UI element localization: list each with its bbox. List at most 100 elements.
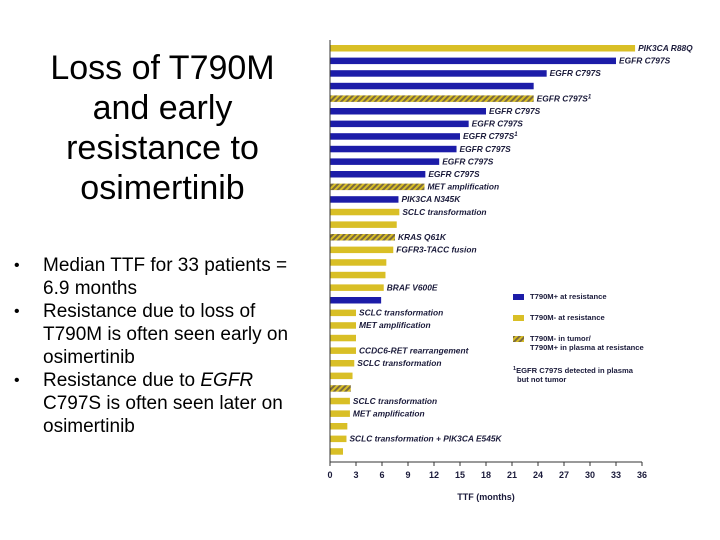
ttf-bar-chart: PIK3CA R88Q EGFR C797S EGFR C797S EGFR C797…	[327, 40, 693, 502]
bar-label: PIK3CA R88Q	[638, 43, 693, 53]
bar-label: EGFR C797S	[489, 106, 541, 116]
bar	[330, 183, 425, 191]
bar-label: EGFR C797S	[442, 156, 494, 166]
bar	[330, 410, 350, 417]
bar-label: EGFR C797S	[428, 169, 480, 179]
bar-label: EGFR C797S	[460, 144, 512, 154]
bar-label: SCLC transformation	[353, 396, 437, 406]
bar	[330, 435, 347, 443]
bar	[330, 297, 382, 304]
x-tick-label: 18	[481, 470, 491, 480]
bar	[330, 208, 400, 216]
bar	[330, 95, 534, 102]
bar-label: EGFR C797S1	[537, 93, 592, 103]
bar	[330, 108, 486, 115]
bar	[330, 360, 355, 367]
bars-layer: PIK3CA R88Q EGFR C797S EGFR C797S EGFR C797…	[330, 43, 693, 455]
x-tick-label: 3	[353, 470, 358, 480]
slide-title: Loss of T790M and early resistance to os…	[20, 48, 305, 208]
bar-label: MET amplification	[359, 320, 431, 330]
bar-label: BRAF V600E	[387, 282, 438, 292]
x-tick-label: 9	[405, 470, 410, 480]
bar	[330, 271, 386, 279]
bar-label: SCLC transformation + PIK3CA E545K	[349, 434, 502, 444]
bar-label: SCLC transformation	[357, 358, 441, 368]
bullet-item: • Resistance due to loss of T790M is ofte…	[14, 300, 304, 369]
bar-label: EGFR C797S	[619, 56, 671, 66]
x-tick-label: 24	[533, 470, 543, 480]
bar	[330, 133, 460, 140]
bullet-text: EGFR	[200, 370, 254, 391]
footnote-marker: 1	[588, 94, 592, 100]
bullet-dot-icon: •	[14, 257, 20, 274]
bar-label: SCLC transformation	[359, 308, 443, 318]
bar	[330, 145, 457, 153]
bar	[330, 234, 395, 241]
bar	[330, 246, 394, 254]
bar	[330, 372, 353, 380]
x-tick-label: 33	[611, 470, 621, 480]
legend-swatch	[513, 315, 524, 321]
legend: T790M+ at resistance T790M- at resistance…	[513, 292, 644, 384]
bar-label: PIK3CA N345K	[401, 194, 461, 204]
bar-label: EGFR C797S	[550, 68, 602, 78]
bar-label: EGFR C797S1	[463, 131, 518, 141]
bar	[330, 57, 616, 65]
bar	[330, 309, 356, 317]
bullet-item: • Resistance due to EGFR C797S is often s…	[14, 369, 304, 438]
bar	[330, 171, 426, 178]
bar	[330, 221, 397, 228]
title-line: resistance to	[66, 129, 259, 167]
legend-swatch	[513, 336, 524, 342]
x-tick-label: 6	[379, 470, 384, 480]
title-line: osimertinib	[80, 169, 245, 207]
bullet-item: • Median TTF for 33 patients = 6.9 months	[14, 254, 304, 300]
bar	[330, 334, 356, 342]
bar-label: EGFR C797S	[472, 119, 524, 129]
bullet-text: Resistance due to loss of T790M is often…	[43, 301, 289, 368]
x-tick-label: 15	[455, 470, 465, 480]
bar	[330, 45, 636, 52]
legend-label-line: T790M+ in plasma at resistance	[530, 343, 644, 352]
x-tick-label: 0	[327, 470, 332, 480]
bar	[330, 82, 534, 90]
footnote-line: EGFR C797S detected in plasma	[516, 366, 634, 375]
bar	[330, 259, 387, 266]
bullet-text: C797S is often seen later on osimertinib	[43, 393, 283, 437]
bullet-text: Resistance due to	[43, 370, 201, 391]
bullet-text: Median TTF for 33 patients = 6.9 months	[43, 255, 288, 299]
bullet-list: • Median TTF for 33 patients = 6.9 months…	[14, 254, 304, 438]
bar	[330, 158, 440, 165]
legend-label: T790M- in tumor/T790M+ in plasma at resi…	[530, 334, 644, 352]
bar	[330, 347, 356, 354]
title-line: and early	[92, 89, 233, 127]
bar	[330, 70, 547, 77]
x-tick-label: 30	[585, 470, 595, 480]
bar-label: MET amplification	[427, 182, 499, 192]
bar	[330, 385, 351, 392]
x-tick-label: 21	[507, 470, 517, 480]
x-tick-label: 27	[559, 470, 569, 480]
legend-label: T790M+ at resistance	[530, 292, 607, 301]
legend-swatch	[513, 294, 524, 300]
bullet-dot-icon: •	[14, 372, 20, 389]
footnote-line: but not tumor	[517, 375, 566, 384]
title-line: Loss of T790M	[50, 49, 275, 87]
legend-footnote: 1EGFR C797S detected in plasma but not tu…	[513, 366, 634, 384]
bar-label: MET amplification	[353, 408, 425, 418]
bar	[330, 448, 343, 455]
x-tick-label: 36	[637, 470, 647, 480]
footnote-marker: 1	[514, 132, 518, 138]
bar-label: CCDC6-RET rearrangement	[359, 345, 470, 355]
legend-label: T790M- at resistance	[530, 313, 605, 322]
x-tick-label: 12	[429, 470, 439, 480]
bar	[330, 196, 399, 203]
bar	[330, 322, 356, 329]
bar	[330, 284, 384, 291]
bar	[330, 397, 350, 405]
bullet-dot-icon: •	[14, 303, 20, 320]
bar-label: FGFR3-TACC fusion	[396, 245, 476, 255]
bar	[330, 423, 348, 430]
x-axis-label: TTF (months)	[457, 492, 515, 502]
